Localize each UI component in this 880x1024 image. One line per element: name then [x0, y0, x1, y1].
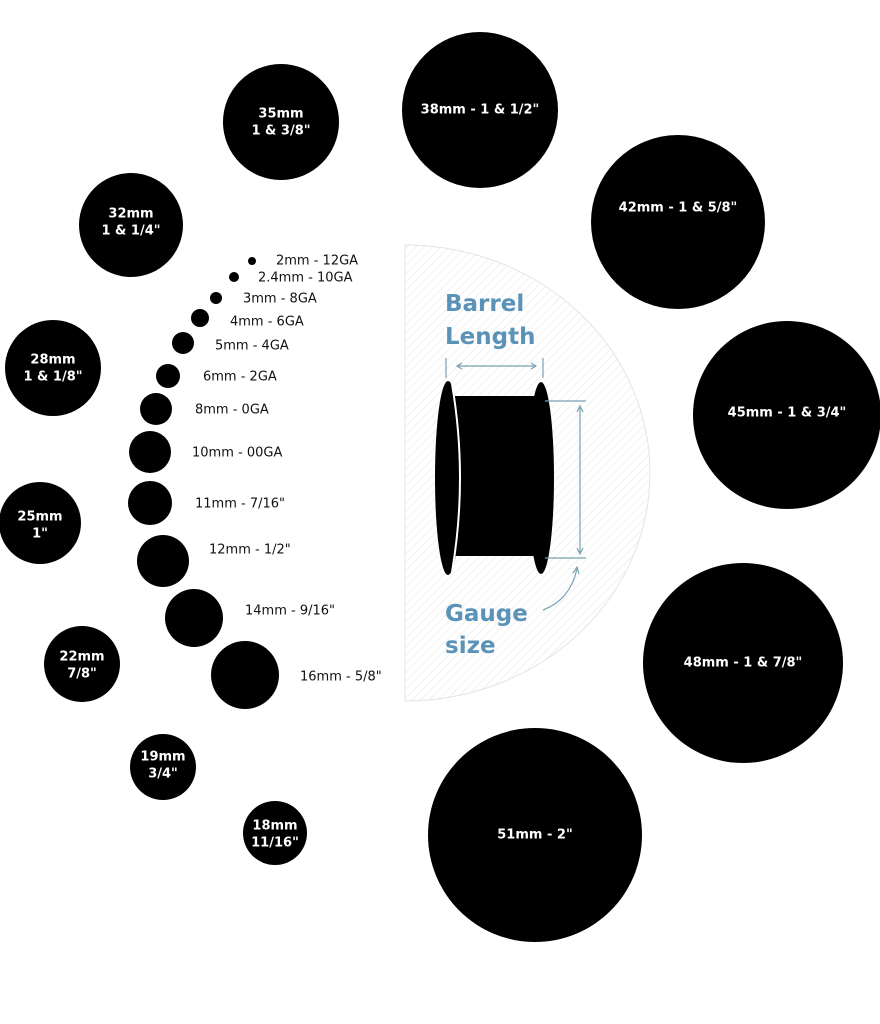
size-label: 38mm - 1 & 1/2" [421, 103, 540, 118]
size-circle-25mm: 25mm 1" [0, 482, 81, 564]
size-label: 42mm - 1 & 5/8" [619, 201, 738, 216]
gauge-size-label-line2: size [445, 633, 496, 659]
size-circle-22mm: 22mm 7/8" [44, 626, 120, 702]
small-size-4mm: 4mm - 6GA [191, 309, 304, 330]
size-mm: 19mm [140, 750, 185, 765]
size-inch: 1 & 1/4" [101, 224, 160, 239]
small-size-6mm: 6mm - 2GA [156, 364, 277, 388]
size-label: 4mm - 6GA [230, 315, 304, 330]
small-size-12mm: 12mm - 1/2" [137, 535, 291, 587]
size-circle-35mm: 35mm 1 & 3/8" [223, 64, 339, 180]
barrel-length-label-line2: Length [445, 324, 535, 350]
size-circle-48mm: 48mm - 1 & 7/8" [643, 563, 843, 763]
size-label: 14mm - 9/16" [245, 604, 335, 619]
size-label: 2.4mm - 10GA [258, 271, 353, 286]
dimension-arrows [445, 358, 586, 611]
size-label: 12mm - 1/2" [209, 543, 291, 558]
size-label: 3mm - 8GA [243, 292, 317, 307]
small-size-8mm: 8mm - 0GA [140, 393, 269, 425]
size-circle-38mm: 38mm - 1 & 1/2" [402, 32, 558, 188]
size-mm: 28mm [30, 353, 75, 368]
size-circle-42mm: 42mm - 1 & 5/8" [591, 135, 765, 309]
small-size-11mm: 11mm - 7/16" [128, 481, 285, 525]
size-mm: 18mm [252, 819, 297, 834]
small-size-16mm: 16mm - 5/8" [211, 641, 382, 709]
size-circle-51mm: 51mm - 2" [428, 728, 642, 942]
size-circle-19mm: 19mm 3/4" [130, 734, 196, 800]
size-circle-18mm: 18mm 11/16" [243, 801, 307, 865]
size-label: 6mm - 2GA [203, 370, 277, 385]
size-label: 2mm - 12GA [276, 254, 358, 269]
size-mm: 32mm [108, 207, 153, 222]
size-label: 16mm - 5/8" [300, 670, 382, 685]
size-inch: 1" [32, 527, 48, 542]
size-label: 48mm - 1 & 7/8" [684, 656, 803, 671]
small-size-14mm: 14mm - 9/16" [165, 589, 335, 647]
size-label: 11mm - 7/16" [195, 497, 285, 512]
size-circle-28mm: 28mm 1 & 1/8" [5, 320, 101, 416]
size-inch: 1 & 1/8" [23, 370, 82, 385]
size-inch: 1 & 3/8" [251, 124, 310, 139]
size-mm: 22mm [59, 650, 104, 665]
size-label: 5mm - 4GA [215, 339, 289, 354]
size-mm: 35mm [258, 107, 303, 122]
size-circle-45mm: 45mm - 1 & 3/4" [693, 321, 880, 509]
size-label: 45mm - 1 & 3/4" [728, 406, 847, 421]
gauge-size-label-line1: Gauge [445, 601, 528, 627]
size-circle-32mm: 32mm 1 & 1/4" [79, 173, 183, 277]
small-size-10mm: 10mm - 00GA [129, 431, 282, 473]
size-label: 51mm - 2" [497, 828, 572, 843]
size-label: 10mm - 00GA [192, 446, 282, 461]
size-mm: 25mm [17, 510, 62, 525]
small-size-5mm: 5mm - 4GA [172, 332, 289, 354]
plug-illustration [435, 381, 554, 575]
size-inch: 11/16" [251, 836, 299, 851]
small-size-3mm: 3mm - 8GA [210, 292, 317, 307]
small-size-2.4mm: 2.4mm - 10GA [229, 271, 353, 286]
size-inch: 3/4" [148, 767, 178, 782]
barrel-length-label-line1: Barrel [445, 291, 524, 317]
size-label: 8mm - 0GA [195, 403, 269, 418]
small-size-2mm: 2mm - 12GA [248, 254, 358, 269]
size-inch: 7/8" [67, 667, 97, 682]
